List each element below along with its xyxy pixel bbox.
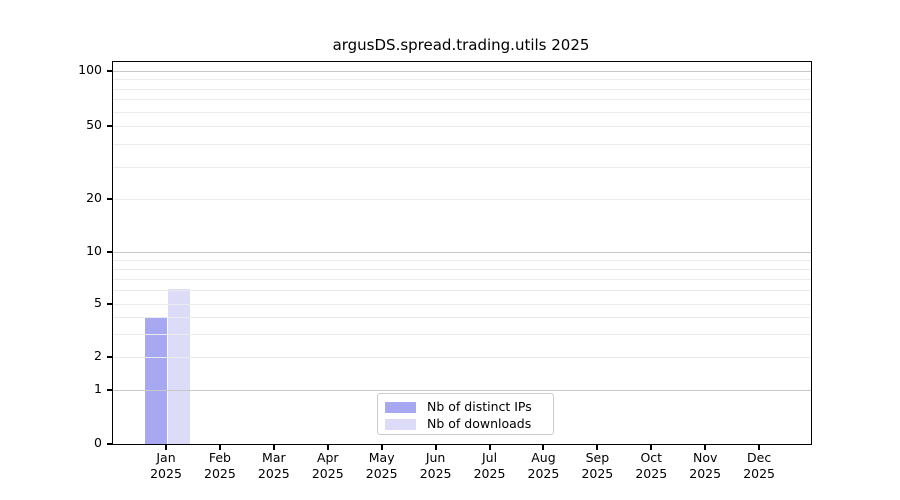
x-tick-year: 2025 <box>204 465 236 481</box>
y-tick-label: 5 <box>94 295 102 310</box>
minor-gridline <box>113 144 811 145</box>
x-tick-month: Dec <box>747 450 772 465</box>
x-tick-label: Jun 2025 <box>404 450 468 481</box>
legend-item: Nb of downloads <box>385 416 546 432</box>
legend-box: Nb of distinct IPs Nb of downloads <box>377 393 554 435</box>
y-tick-label: 50 <box>86 117 102 132</box>
minor-gridline <box>113 317 811 318</box>
minor-gridline <box>113 79 811 80</box>
legend-swatch-distinct_ips <box>385 401 416 413</box>
y-tick-label: 10 <box>86 243 102 258</box>
y-tick-label: 100 <box>78 62 102 77</box>
x-tick-month: Nov <box>692 450 718 465</box>
x-tick-year: 2025 <box>150 465 182 481</box>
y-tick-mark <box>107 303 112 305</box>
x-tick-year: 2025 <box>419 465 452 481</box>
x-tick-label: Jan 2025 <box>134 450 198 481</box>
major-gridline <box>113 304 811 305</box>
x-tick-label: Dec 2025 <box>727 450 791 481</box>
minor-gridline <box>113 89 811 90</box>
x-tick-month: Apr <box>316 450 339 465</box>
minor-gridline <box>113 112 811 113</box>
legend-label: Nb of downloads <box>427 416 532 431</box>
x-tick-mark <box>218 445 221 450</box>
x-tick-label: Aug 2025 <box>511 450 575 481</box>
x-tick-label: Oct 2025 <box>619 450 683 481</box>
y-tick-label: 0 <box>94 435 102 450</box>
x-tick-mark <box>380 445 383 450</box>
x-tick-month: Sep <box>585 450 610 465</box>
x-tick-year: 2025 <box>365 465 398 481</box>
x-tick-month: Mar <box>262 450 286 465</box>
x-tick-year: 2025 <box>635 465 668 481</box>
y-tick-mark <box>107 198 112 200</box>
x-tick-label: Nov 2025 <box>673 450 737 481</box>
x-tick-month: May <box>368 450 395 465</box>
y-tick-mark <box>107 251 112 253</box>
x-tick-month: Aug <box>531 450 556 465</box>
minor-gridline <box>113 334 811 335</box>
x-tick-year: 2025 <box>527 465 560 481</box>
x-tick-mark <box>758 445 761 450</box>
legend-item: Nb of distinct IPs <box>385 399 546 415</box>
y-tick-mark <box>107 443 112 445</box>
y-tick-mark <box>107 389 112 391</box>
y-tick-label: 20 <box>86 190 102 205</box>
x-tick-mark <box>165 445 167 450</box>
x-tick-mark <box>704 445 707 450</box>
x-tick-mark <box>272 445 275 450</box>
minor-gridline <box>113 167 811 168</box>
x-tick-year: 2025 <box>581 465 614 481</box>
minor-gridline <box>113 260 811 261</box>
x-tick-month: Jan <box>156 450 176 465</box>
x-tick-year: 2025 <box>257 465 290 481</box>
x-tick-mark <box>596 445 599 450</box>
x-tick-year: 2025 <box>743 465 776 481</box>
y-tick-mark <box>107 356 112 358</box>
x-tick-mark <box>650 445 653 450</box>
minor-gridline <box>113 99 811 100</box>
major-gridline <box>113 390 811 391</box>
y-tick-label: 1 <box>94 381 102 396</box>
x-tick-label: Sep 2025 <box>565 450 629 481</box>
x-tick-mark <box>326 445 329 450</box>
major-gridline <box>113 357 811 358</box>
y-tick-label: 2 <box>94 348 102 363</box>
x-tick-year: 2025 <box>311 465 344 481</box>
x-tick-year: 2025 <box>689 465 722 481</box>
x-tick-label: Mar 2025 <box>242 450 306 481</box>
x-tick-label: Feb 2025 <box>188 450 252 481</box>
minor-gridline <box>113 269 811 270</box>
x-tick-mark <box>434 445 437 450</box>
major-gridline <box>113 252 811 253</box>
minor-gridline <box>113 290 811 291</box>
minor-gridline <box>113 279 811 280</box>
x-tick-month: Jun <box>425 450 446 465</box>
x-tick-label: Jul 2025 <box>458 450 522 481</box>
x-tick-month: Jul <box>481 450 498 465</box>
x-tick-label: Apr 2025 <box>296 450 360 481</box>
bar-distinct_ips <box>144 317 167 444</box>
major-gridline <box>113 199 811 200</box>
x-tick-mark <box>542 445 545 450</box>
x-tick-year: 2025 <box>473 465 506 481</box>
major-gridline <box>113 126 811 127</box>
major-gridline <box>113 71 811 72</box>
x-tick-month: Oct <box>640 450 663 465</box>
y-tick-mark <box>107 70 112 72</box>
legend-swatch-downloads <box>385 418 416 430</box>
x-tick-mark <box>488 445 491 450</box>
chart-title: argusDS.spread.trading.utils 2025 <box>332 36 590 54</box>
x-tick-month: Feb <box>208 450 231 465</box>
bar-downloads <box>167 289 190 444</box>
y-axis-tick-labels: 100 50 20 10 5 2 1 0 <box>0 0 102 500</box>
plot-area <box>112 61 812 445</box>
y-tick-mark <box>107 125 112 127</box>
x-tick-label: May 2025 <box>350 450 414 481</box>
legend-label: Nb of distinct IPs <box>427 399 532 414</box>
